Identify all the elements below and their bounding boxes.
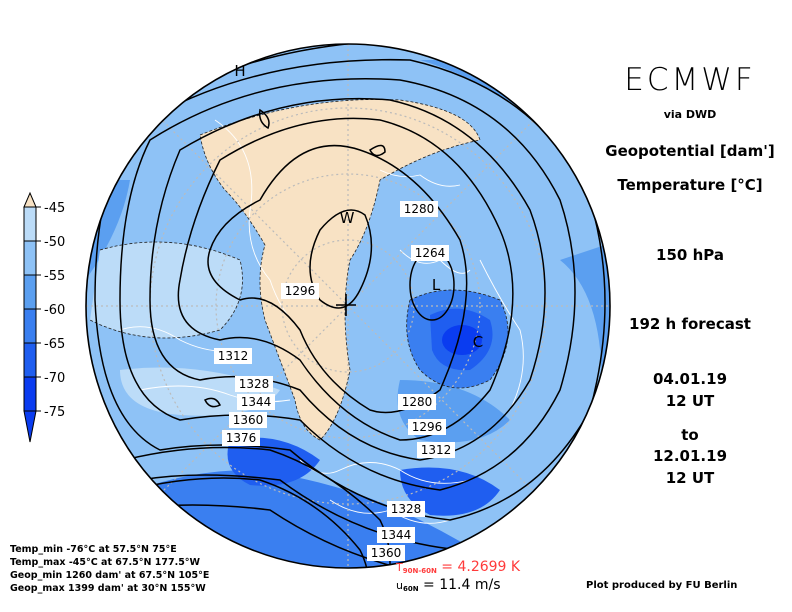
u-value: = 11.4 m/s: [423, 577, 501, 593]
map-border: [85, 43, 611, 569]
zonal-wind-mean: u60N = 11.4 m/s: [396, 577, 501, 593]
source-subtitle: via DWD: [663, 108, 717, 121]
contour-label: 1328: [239, 377, 270, 391]
legend-tick: -75: [44, 405, 65, 420]
variable-geopotential: Geopotential [dam']: [605, 142, 775, 160]
pressure-centers: H W L C: [234, 62, 483, 351]
t-symbol: T: [396, 561, 403, 574]
polar-cap-temperature-mean: T90N-60N = 4.2699 K: [396, 559, 520, 575]
variable-temperature: Temperature [°C]: [617, 176, 763, 194]
pressure-level: 150 hPa: [656, 246, 724, 264]
legend-tick: -65: [44, 337, 65, 352]
credit-line: Plot produced by FU Berlin: [586, 580, 738, 591]
contour-label: 1344: [381, 528, 412, 542]
forecast-lead-time: 192 h forecast: [629, 315, 751, 333]
legend-tick: -45: [44, 201, 65, 216]
u-subscript: 60N: [402, 585, 419, 593]
legend-tick: -60: [44, 303, 65, 318]
geop-max-stat: Geop_max 1399 dam' at 30°N 155°W: [10, 583, 206, 594]
temp-max-stat: Temp_max -45°C at 67.5°N 177.5°W: [10, 557, 201, 568]
contour-label: 1296: [285, 284, 316, 298]
init-date: 04.01.19: [652, 370, 728, 388]
to-separator: to: [681, 426, 699, 444]
contour-label: 1376: [226, 431, 257, 445]
contour-label: 1312: [421, 443, 452, 457]
color-legend: -45 -50 -55 -60 -65 -70 -75: [23, 191, 65, 443]
legend-tick: -70: [44, 371, 65, 386]
geop-min-stat: Geop_min 1260 dam' at 67.5°N 105°E: [10, 570, 210, 581]
contour-label: 1360: [233, 413, 264, 427]
contour-label: 1328: [391, 502, 422, 516]
valid-date: 12.01.19: [652, 447, 728, 465]
legend-tick: -55: [44, 269, 65, 284]
warm-center-label: W: [340, 209, 355, 227]
t-subscript: 90N-60N: [402, 567, 437, 575]
t-value: = 4.2699 K: [441, 559, 521, 575]
legend-tick: -50: [44, 235, 65, 250]
north-pole-cross: [336, 294, 356, 316]
temp-min-stat: Temp_min -76°C at 57.5°N 75°E: [10, 544, 177, 555]
init-time: 12 UT: [665, 392, 715, 410]
u-symbol: u: [396, 579, 403, 592]
contour-label: 1280: [402, 395, 433, 409]
cold-center-label: C: [473, 333, 483, 351]
contour-label: 1296: [412, 420, 443, 434]
contour-label: 1344: [241, 395, 272, 409]
high-center-label: H: [234, 62, 245, 80]
contour-label: 1360: [371, 546, 402, 560]
contour-label: 1312: [218, 349, 249, 363]
contour-labels: 1280 1264 1296 1312 1328 1344 1360 1376 …: [214, 201, 455, 561]
contour-label: 1280: [404, 202, 435, 216]
isotherms: [89, 99, 509, 441]
low-center-label: L: [432, 276, 441, 294]
model-title: ECMWF: [624, 62, 756, 98]
contour-label: 1264: [415, 246, 446, 260]
valid-time: 12 UT: [665, 469, 715, 487]
